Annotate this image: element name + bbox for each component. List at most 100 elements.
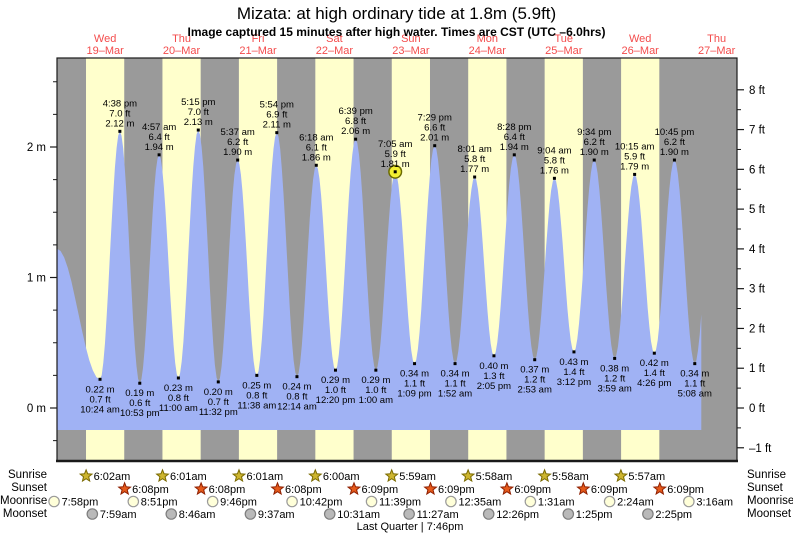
moonset-icon bbox=[86, 508, 99, 520]
high-tide-annotation: 6.1 ft bbox=[306, 142, 327, 153]
sunrise-icon bbox=[384, 468, 399, 483]
sunset-time: 6:09pm bbox=[667, 484, 704, 496]
right-axis-label: 2 ft bbox=[749, 323, 766, 335]
low-tide-annotation: 0.37 m bbox=[520, 365, 549, 376]
high-tide-annotation: 5.9 ft bbox=[385, 149, 406, 160]
low-tide-annotation: 0.38 m bbox=[600, 363, 629, 374]
moonset-icon bbox=[323, 508, 336, 520]
high-tide-annotation: 5.8 ft bbox=[464, 154, 485, 165]
high-tide-annotation: 1.76 m bbox=[540, 165, 569, 176]
tide-point-dot bbox=[592, 158, 596, 162]
sunrise-time: 6:01am bbox=[170, 471, 207, 483]
moonrise-time: 7:58pm bbox=[62, 497, 99, 509]
tide-point-dot bbox=[533, 358, 537, 362]
moonrise-icon bbox=[524, 495, 537, 508]
moon-phase-text: Last Quarter | 7:46pm bbox=[356, 521, 464, 533]
right-axis-label: 1 ft bbox=[749, 363, 766, 375]
low-tide-annotation: 1:52 am bbox=[438, 389, 472, 400]
day-label-date: 26–Mar bbox=[622, 45, 660, 57]
high-tide-annotation: 1.86 m bbox=[302, 152, 331, 163]
high-tide-annotation: 7.0 ft bbox=[109, 108, 130, 119]
low-tide-annotation: 1.0 ft bbox=[365, 385, 386, 396]
low-tide-annotation: 1.0 ft bbox=[325, 385, 346, 396]
high-tide-annotation: 1.94 m bbox=[145, 142, 174, 153]
low-tide-annotation: 1.4 ft bbox=[563, 367, 584, 378]
low-tide-annotation: 3:12 pm bbox=[557, 377, 591, 388]
low-tide-annotation: 0.40 m bbox=[479, 361, 508, 372]
high-tide-annotation: 4:57 am bbox=[142, 122, 176, 133]
high-tide-annotation: 2.12 m bbox=[105, 118, 134, 129]
right-axis-label: 7 ft bbox=[749, 125, 766, 137]
moonset-icon bbox=[403, 508, 415, 520]
tide-point-dot bbox=[613, 356, 617, 360]
right-axis-label: 8 ft bbox=[749, 85, 766, 97]
moonset-icon bbox=[562, 508, 575, 520]
moonrise-time: 1:31am bbox=[538, 497, 575, 509]
low-tide-annotation: 0.34 m bbox=[400, 369, 429, 380]
right-axis-label: 6 ft bbox=[749, 164, 766, 176]
moonset-time: 11:27am bbox=[417, 509, 459, 521]
moonset-icon bbox=[165, 508, 178, 520]
moonrise-row-label-left: Moonrise bbox=[0, 495, 48, 507]
day-label-date: 19–Mar bbox=[86, 45, 124, 57]
sunrise-icon bbox=[155, 468, 170, 483]
sunrise-icon bbox=[231, 468, 247, 483]
day-label: Fri bbox=[252, 33, 265, 45]
sunset-icon bbox=[346, 481, 362, 496]
sunrise-icon bbox=[78, 468, 94, 483]
tide-point-dot bbox=[473, 175, 477, 179]
high-tide-annotation: 6.8 ft bbox=[345, 116, 366, 127]
right-axis-label: 0 ft bbox=[749, 403, 766, 415]
low-tide-annotation: 10:53 pm bbox=[120, 408, 160, 419]
moonset-icon bbox=[482, 508, 495, 520]
moonset-row-label-left: Moonset bbox=[2, 508, 47, 520]
low-tide-annotation: 0.24 m bbox=[282, 382, 311, 393]
left-axis-label: 0 m bbox=[27, 403, 46, 415]
high-tide-annotation: 4:38 pm bbox=[103, 98, 137, 109]
sunrise-time: 6:01am bbox=[246, 471, 283, 483]
low-tide-annotation: 0.29 m bbox=[361, 375, 390, 386]
low-tide-annotation: 0.7 ft bbox=[208, 397, 229, 408]
tide-point-dot bbox=[216, 380, 220, 384]
high-tide-annotation: 5:15 pm bbox=[181, 97, 215, 108]
sunrise-time: 6:00am bbox=[323, 471, 360, 483]
left-axis-label: 2 m bbox=[27, 142, 46, 154]
moonrise-time: 9:46pm bbox=[220, 497, 257, 509]
low-tide-annotation: 0.43 m bbox=[559, 357, 588, 368]
high-tide-annotation: 5.8 ft bbox=[544, 155, 565, 166]
high-tide-annotation: 8:28 pm bbox=[497, 122, 531, 133]
day-label-date: 22–Mar bbox=[316, 45, 354, 57]
tide-point-dot bbox=[374, 368, 378, 372]
tide-point-dot bbox=[413, 362, 417, 366]
right-axis-label: –1 ft bbox=[749, 443, 772, 455]
moonrise-icon bbox=[445, 495, 457, 508]
right-axis-label: 3 ft bbox=[749, 284, 766, 296]
high-tide-annotation: 5:54 pm bbox=[260, 100, 294, 111]
sunset-row-label-left: Sunset bbox=[11, 482, 47, 494]
sunset-icon bbox=[193, 481, 209, 496]
low-tide-annotation: 3:59 am bbox=[597, 383, 631, 394]
high-tide-annotation: 1.90 m bbox=[660, 147, 689, 158]
low-tide-annotation: 0.29 m bbox=[321, 375, 350, 386]
low-tide-annotation: 2:05 pm bbox=[477, 381, 511, 392]
moonrise-row-label-right: Moonrise bbox=[747, 495, 793, 507]
tide-point-dot bbox=[157, 153, 161, 157]
tide-point-dot bbox=[295, 375, 299, 379]
low-tide-annotation: 11:38 am bbox=[237, 400, 276, 411]
moonrise-icon bbox=[603, 495, 616, 508]
low-tide-annotation: 1.4 ft bbox=[644, 368, 665, 379]
tide-point-dot bbox=[572, 350, 576, 354]
high-tide-annotation: 6.2 ft bbox=[227, 137, 248, 148]
low-tide-annotation: 1.1 ft bbox=[444, 379, 465, 390]
sunset-time: 6:09pm bbox=[362, 484, 399, 496]
low-tide-annotation: 4:26 pm bbox=[637, 378, 671, 389]
high-tide-annotation: 1.79 m bbox=[620, 161, 649, 172]
high-tide-annotation: 6.2 ft bbox=[664, 137, 685, 148]
sunrise-icon bbox=[460, 468, 476, 483]
day-label: Tue bbox=[554, 33, 573, 45]
high-tide-annotation: 1.81 m bbox=[381, 159, 410, 170]
low-tide-annotation: 0.19 m bbox=[125, 388, 154, 399]
moonrise-time: 8:51pm bbox=[141, 497, 178, 509]
high-tide-annotation: 6.4 ft bbox=[149, 132, 170, 143]
